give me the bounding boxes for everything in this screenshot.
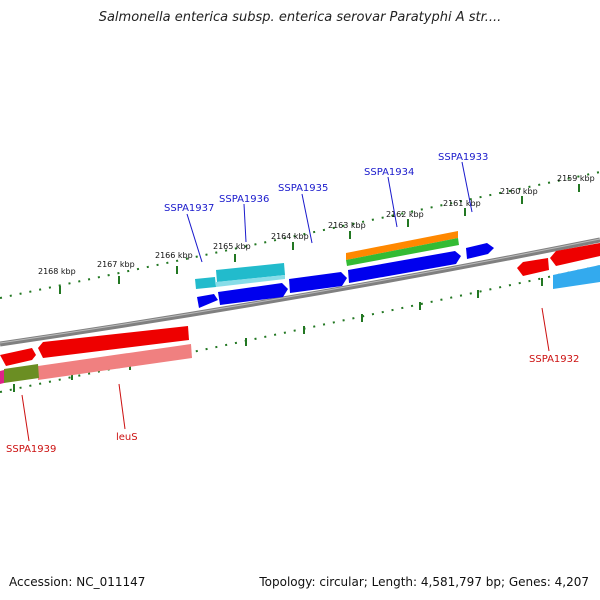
gene-magenta[interactable] — [0, 370, 4, 384]
accession-text: Accession: NC_011147 — [9, 575, 146, 589]
gene-blue-1[interactable] — [197, 294, 218, 308]
gene-blue-5[interactable] — [466, 243, 494, 259]
gene-label[interactable]: SSPA1934 — [364, 167, 414, 178]
gene-red-left-2[interactable] — [38, 326, 189, 358]
tick-label: 2167 kbp — [97, 260, 135, 269]
genome-backbone — [0, 237, 600, 347]
gene-label[interactable]: SSPA1933 — [438, 152, 488, 163]
gene-label[interactable]: SSPA1935 — [278, 183, 328, 194]
gene-blue-3[interactable] — [289, 272, 347, 293]
tick-label: 2160 kbp — [500, 187, 538, 196]
tick-label: 2161 kbp — [443, 199, 481, 208]
gene-blue-2[interactable] — [218, 283, 288, 305]
gene-red-right-2[interactable] — [550, 243, 600, 266]
tick-label: 2162 kbp — [386, 210, 424, 219]
summary-text: Topology: circular; Length: 4,581,797 bp… — [259, 575, 589, 589]
gene-red-right-1[interactable] — [517, 258, 549, 276]
upper-major-ticks — [59, 184, 580, 294]
gene-blue-4[interactable] — [348, 251, 461, 283]
gene-orange[interactable] — [346, 231, 458, 260]
tick-label: 2166 kbp — [155, 251, 193, 260]
gene-red-left-1[interactable] — [0, 348, 36, 366]
gene-olive[interactable] — [4, 364, 39, 383]
gene-cyan-1[interactable] — [195, 277, 216, 289]
tick-label: 2163 kbp — [328, 221, 366, 230]
gene-cyan-2[interactable] — [216, 263, 285, 282]
tick-label: 2165 kbp — [213, 242, 251, 251]
gene-label[interactable]: SSPA1937 — [164, 203, 214, 214]
gene-sky-right[interactable] — [553, 265, 600, 289]
tick-label: 2168 kbp — [38, 267, 76, 276]
gene-pink[interactable] — [38, 344, 192, 380]
gene-green[interactable] — [346, 238, 459, 266]
gene-label[interactable]: SSPA1932 — [529, 354, 579, 365]
map-title: Salmonella enterica subsp. enterica sero… — [98, 10, 502, 25]
gene-label[interactable]: SSPA1936 — [219, 194, 269, 205]
gene-cyan-3 — [216, 275, 285, 287]
upper-leader-lines — [186, 161, 473, 263]
lower-leader-lines — [21, 307, 550, 442]
tick-label: 2164 kbp — [271, 232, 309, 241]
tick-label: 2159 kbp — [557, 174, 595, 183]
gene-label[interactable]: leuS — [116, 432, 138, 443]
gene-label[interactable]: SSPA1939 — [6, 444, 56, 455]
